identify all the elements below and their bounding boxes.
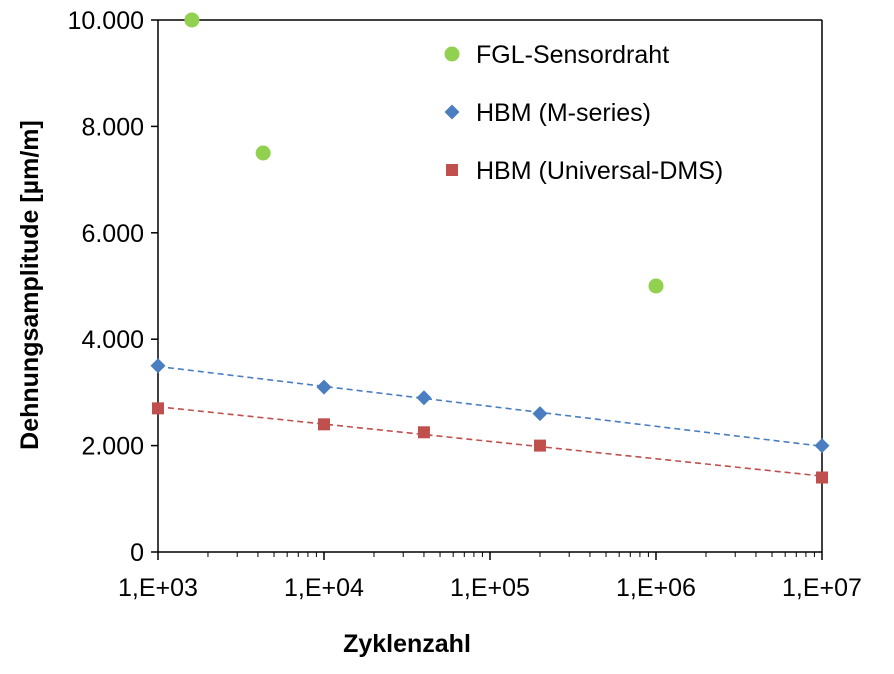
trendline-2 [157, 365, 823, 448]
axes-layer: 0 2.000 4.000 6.000 8.000 10.000 1,E+03 1,E+04 1… [68, 7, 862, 602]
y-tick-label: 0 [130, 539, 144, 567]
data-point-series-3 [152, 402, 164, 415]
y-tick-label: 4.000 [81, 326, 144, 354]
data-points-layer [150, 12, 830, 484]
trendline-3 [157, 405, 823, 477]
legend-label-1: FGL-Sensordraht [476, 41, 669, 69]
y-tick-label: 10.000 [68, 7, 144, 35]
data-point-series-2 [316, 379, 332, 395]
data-point-series-2 [150, 358, 166, 374]
data-point-series-1 [648, 278, 664, 294]
y-tick-label: 6.000 [81, 220, 144, 248]
y-axis-title: Dehnungsamplitude [µm/m] [16, 120, 44, 450]
data-point-series-2 [416, 390, 432, 406]
data-point-series-3 [417, 426, 430, 439]
legend: FGL-Sensordraht HBM (M-series) HBM (Univer… [444, 41, 723, 185]
legend-marker-2 [444, 104, 460, 120]
y-tick-label: 2.000 [81, 433, 144, 461]
legend-marker-3 [446, 164, 458, 176]
x-tick-label: 1,E+05 [450, 574, 530, 602]
legend-label-3: HBM (Universal-DMS) [476, 157, 723, 185]
legend-label-2: HBM (M-series) [476, 99, 651, 127]
x-tick-label: 1,E+07 [782, 574, 862, 602]
legend-marker-1 [444, 46, 460, 62]
x-tick-label: 1,E+06 [616, 574, 696, 602]
x-tick-label: 1,E+04 [284, 574, 364, 602]
data-point-series-2 [532, 406, 548, 422]
data-point-series-3 [533, 439, 546, 452]
data-point-series-2 [814, 438, 830, 454]
y-tick-label: 8.000 [81, 113, 144, 141]
data-point-series-1 [255, 145, 271, 161]
data-point-series-1 [184, 12, 200, 28]
data-point-series-3 [318, 418, 330, 431]
x-tick-label: 1,E+03 [118, 574, 198, 602]
x-axis-title: Zyklenzahl [343, 630, 471, 658]
data-point-series-3 [816, 471, 828, 484]
trendline-layer [157, 365, 823, 477]
